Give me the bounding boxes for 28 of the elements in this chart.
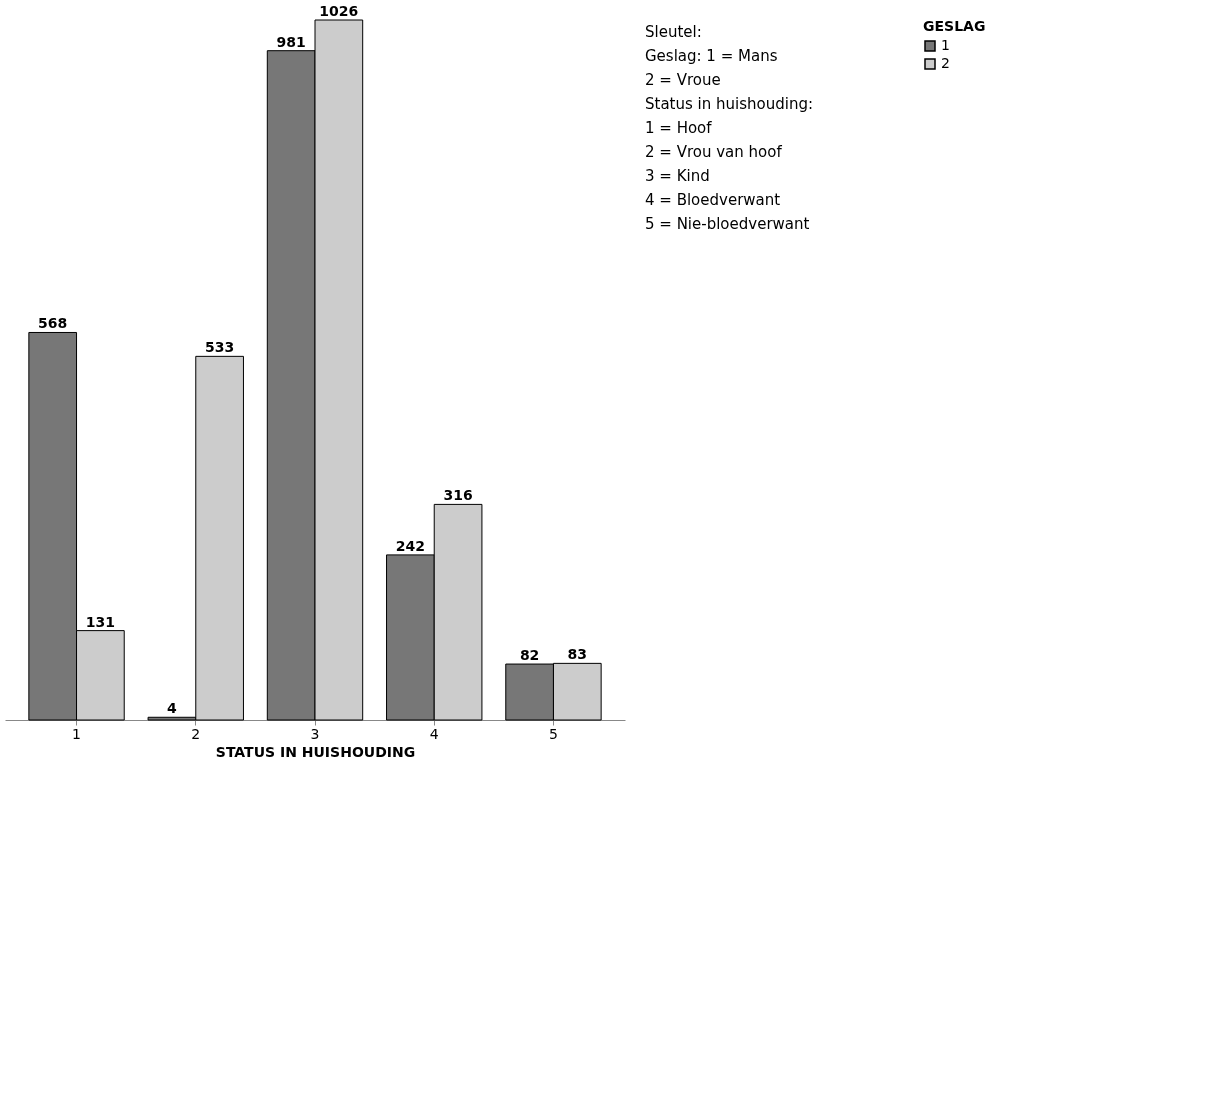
text: 1 = Hoof xyxy=(645,119,713,137)
data-label: 316 xyxy=(443,487,473,504)
legend-label: 1 xyxy=(941,37,950,53)
data-label: 131 xyxy=(85,613,115,630)
x-axis-title: STATUS IN HUISHOUDING xyxy=(215,743,416,760)
text: 5 = Nie-bloedverwant xyxy=(645,215,810,233)
legend-label: 2 xyxy=(941,55,950,71)
data-label: 242 xyxy=(395,537,425,554)
text: 2 = Vrou van hoof xyxy=(645,143,783,161)
text: 2 = Vroue xyxy=(645,71,721,89)
text: Status in huishouding: xyxy=(645,95,813,113)
x-tick-label: 2 xyxy=(191,725,201,742)
x-tick-label: 4 xyxy=(429,725,439,742)
data-label: 981 xyxy=(276,33,306,50)
x-tick-label: 5 xyxy=(549,725,558,742)
text: 3 = Kind xyxy=(645,167,710,185)
x-tick-label: 1 xyxy=(72,725,81,742)
x-tick-label: 3 xyxy=(310,725,320,742)
data-label: 1026 xyxy=(319,3,359,19)
legend-title: GESLAG xyxy=(923,18,986,34)
data-label: 4 xyxy=(167,700,178,717)
text: Geslag: 1 = Mans xyxy=(645,47,778,65)
data-label: 82 xyxy=(519,647,540,664)
data-label: 83 xyxy=(567,646,588,663)
data-label: 568 xyxy=(38,315,68,332)
data-label: 533 xyxy=(205,339,235,356)
text: 4 = Bloedverwant xyxy=(645,191,781,209)
text: Sleutel: xyxy=(645,23,702,41)
